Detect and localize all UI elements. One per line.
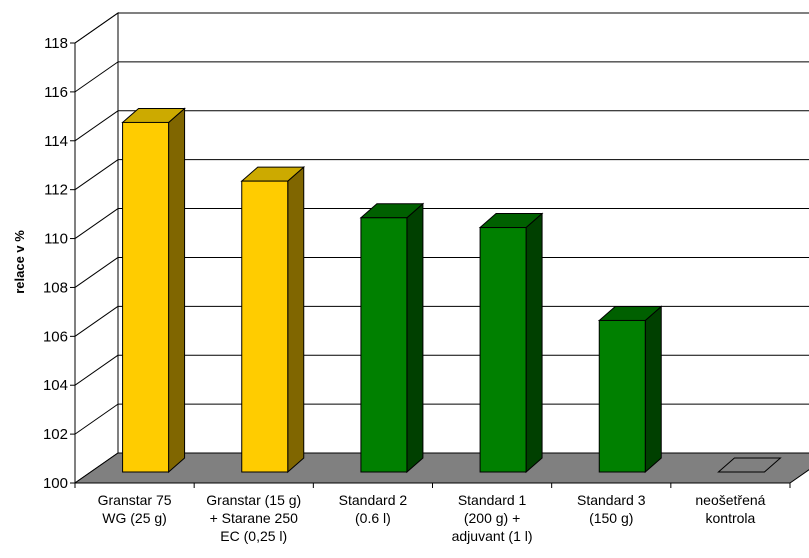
y-tick-label: 112 — [44, 182, 68, 199]
gridline-side — [74, 61, 119, 93]
bar — [121, 107, 186, 474]
x-category-label: Granstar 75 WG (25 g) — [98, 492, 172, 526]
gridline-side — [74, 110, 119, 142]
x-category-label: Standard 2 (0.6 l) — [339, 492, 408, 526]
y-tick-label: 102 — [43, 426, 68, 443]
bar-front — [598, 319, 646, 473]
x-category-label: neošetřená kontrola — [695, 492, 765, 526]
x-category-label-line: EC (0,25 l) — [220, 528, 287, 544]
bar-front — [122, 121, 170, 473]
axes — [70, 42, 791, 488]
gridline-side — [74, 403, 119, 435]
x-category-label-line: (200 g) + — [464, 510, 520, 526]
x-category-label-line: Standard 1 — [458, 492, 527, 508]
y-tick-label: 116 — [44, 84, 68, 101]
back-wall — [118, 13, 809, 453]
x-category-label: Standard 1 (200 g) + adjuvant (1 l) — [452, 492, 533, 544]
bar-side — [168, 107, 186, 474]
gridline-side — [74, 12, 119, 44]
y-tick-labels: 100 102 104 106 108 110 112 114 116 118 — [43, 35, 68, 492]
y-tick-label: 108 — [43, 279, 68, 296]
x-category-label-line: adjuvant (1 l) — [452, 528, 533, 544]
y-tick-label: 110 — [44, 231, 68, 248]
bar — [597, 305, 663, 474]
y-tick-label: 118 — [44, 35, 68, 52]
bar-side — [525, 212, 543, 474]
x-category-label-line: (0.6 l) — [355, 510, 391, 526]
floor — [73, 452, 809, 484]
gridline-side — [74, 159, 119, 191]
bar-side — [287, 166, 305, 474]
x-category-label: Granstar (15 g) + Starane 250 EC (0,25 l) — [206, 492, 301, 544]
y-tick-label: 100 — [43, 475, 68, 492]
x-category-label-line: kontrola — [706, 510, 756, 526]
chart-walls — [74, 12, 809, 484]
y-axis-label: relace v % — [12, 230, 27, 294]
bar-top — [717, 457, 782, 473]
x-category-labels: Granstar 75 WG (25 g) Granstar (15 g) + Sta… — [98, 492, 766, 544]
side-wall — [74, 12, 119, 484]
bar-front — [479, 227, 527, 473]
bars — [121, 107, 782, 474]
x-category-label-line: Granstar 75 — [98, 492, 172, 508]
gridline-side — [74, 305, 119, 337]
x-category-label-line: neošetřená — [695, 492, 765, 508]
gridline-side — [74, 354, 119, 386]
x-category-label-line: Granstar (15 g) — [206, 492, 301, 508]
gridline-side — [74, 257, 119, 288]
y-tick-label: 114 — [44, 133, 68, 150]
gridlines — [74, 12, 809, 484]
bar — [478, 212, 544, 474]
x-category-label-line: Standard 2 — [339, 492, 408, 508]
x-category-label: Standard 3 (150 g) — [577, 492, 646, 526]
bar — [717, 457, 782, 473]
gridline-side — [74, 208, 119, 239]
bar — [359, 202, 425, 474]
bar-side — [406, 202, 424, 474]
bar-front — [241, 180, 289, 473]
bar-side — [644, 305, 662, 474]
chart-floor — [73, 452, 809, 484]
bar-front — [360, 217, 408, 473]
x-category-label-line: Standard 3 — [577, 492, 646, 508]
x-category-label-line: WG (25 g) — [102, 510, 167, 526]
y-tick-label: 106 — [43, 328, 68, 345]
x-category-label-line: (150 g) — [589, 510, 633, 526]
bar — [240, 166, 306, 474]
y-tick-label: 104 — [43, 377, 68, 394]
x-category-label-line: + Starane 250 — [210, 510, 299, 526]
